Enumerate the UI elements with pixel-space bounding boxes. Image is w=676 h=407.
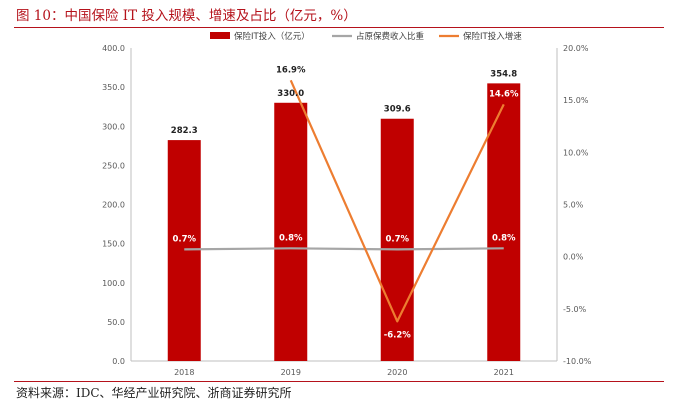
y-right-tick-label: -10.0%	[563, 357, 592, 366]
y-right-tick-label: 15.0%	[563, 96, 589, 105]
share-value-label: 0.7%	[385, 234, 409, 244]
y-left-tick-label: 100.0	[102, 279, 125, 288]
y-left-tick-label: 0.0	[112, 357, 125, 366]
y-right-tick-label: 0.0%	[563, 253, 584, 262]
legend-label: 占原保费收入比重	[356, 31, 425, 42]
growth-value-label: 16.9%	[276, 65, 306, 75]
share-value-label: 0.7%	[172, 234, 196, 244]
x-tick-label: 2018	[174, 368, 194, 377]
legend-label: 保险IT投入增速	[463, 31, 522, 42]
growth-value-label: 14.6%	[489, 89, 519, 99]
y-right-tick-label: 5.0%	[563, 201, 584, 210]
growth-line	[289, 79, 505, 323]
chart-axes: 0.0 50.0 100.0 150.0 200.0 250.0 300.0 350.0 400…	[102, 44, 592, 377]
share-value-label: 0.8%	[492, 233, 516, 243]
combo-chart: 保险IT投入（亿元） 占原保费收入比重 保险IT投入增速 0.0 50.0 100.0 1…	[102, 31, 592, 377]
legend-swatch-bar	[210, 32, 230, 39]
y-left-tick-label: 300.0	[102, 122, 125, 131]
y-right-tick-label: 20.0%	[563, 44, 589, 53]
line-series	[184, 79, 505, 323]
bar-value-label: 282.3	[171, 126, 198, 136]
share-value-label: 0.8%	[279, 233, 303, 243]
y-left-tick-label: 400.0	[102, 44, 125, 53]
bar-value-label: 354.8	[490, 69, 517, 79]
bar-value-label: 309.6	[384, 105, 411, 115]
y-left-tick-label: 50.0	[107, 318, 125, 327]
x-tick-label: 2019	[281, 368, 301, 377]
y-right-tick-label: -5.0%	[563, 305, 587, 314]
y-left-tick-label: 350.0	[102, 83, 125, 92]
y-left-tick-label: 200.0	[102, 201, 125, 210]
y-right-tick-label: 10.0%	[563, 148, 589, 157]
share-line	[184, 247, 504, 251]
bar-series	[167, 83, 521, 362]
bar-2021	[487, 83, 521, 361]
title-rule	[14, 27, 664, 28]
data-labels: 282.3 330.0 309.6 354.8 0.7% 0.8% 0.7% 0.8% 16.9…	[171, 65, 519, 340]
bar-value-label: 330.0	[277, 89, 304, 99]
x-tick-label: 2020	[387, 368, 407, 377]
growth-value-label: -6.2%	[384, 330, 412, 340]
figure-source: 资料来源：IDC、华经产业研究院、浙商证券研究所	[16, 386, 292, 400]
y-left-tick-label: 250.0	[102, 161, 125, 170]
y-left-tick-label: 150.0	[102, 240, 125, 249]
legend-label: 保险IT投入（亿元）	[234, 31, 310, 42]
figure-title: 图 10：中国保险 IT 投入规模、增速及占比（亿元，%）	[16, 8, 357, 24]
bar-2019	[274, 102, 308, 362]
bar-2018	[167, 140, 201, 361]
x-tick-label: 2021	[494, 368, 514, 377]
chart-legend: 保险IT投入（亿元） 占原保费收入比重 保险IT投入增速	[210, 31, 522, 42]
source-rule	[14, 381, 664, 382]
